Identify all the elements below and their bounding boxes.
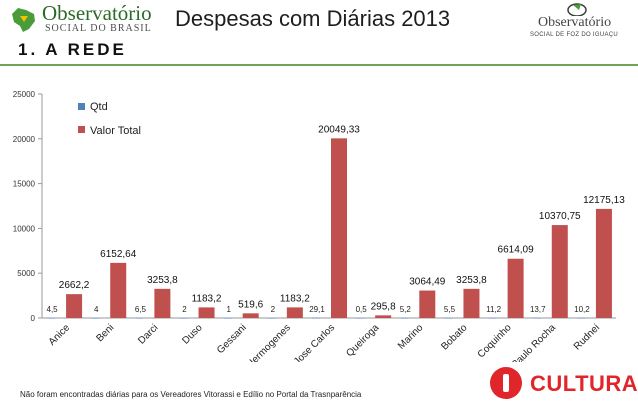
footnote: Não foram encontradas diárias para os Ve… — [20, 390, 362, 399]
qtd-data-label: 6,5 — [135, 305, 147, 314]
x-tick-label: Bobato — [439, 322, 469, 352]
qtd-bar — [179, 317, 188, 319]
y-tick-label: 5000 — [17, 269, 35, 278]
qtd-bar — [444, 317, 453, 319]
valor-total-bar — [331, 138, 347, 318]
valor-total-data-label: 2662,2 — [59, 280, 90, 291]
qtd-bar — [532, 317, 541, 319]
valor-total-data-label: 6614,09 — [498, 245, 535, 256]
qtd-bar — [47, 317, 56, 319]
x-tick-label: Anice — [47, 322, 73, 348]
brazil-map-icon — [12, 8, 35, 32]
valor-total-data-label: 12175,13 — [583, 195, 625, 206]
valor-total-bar — [551, 225, 568, 318]
qtd-bar — [91, 317, 100, 319]
valor-total-data-label: 3253,8 — [147, 275, 178, 286]
legend-label-qtd: Qtd — [90, 101, 108, 113]
x-tick-label: Marino — [396, 322, 426, 352]
cultura-logo: CULTURA — [490, 366, 638, 402]
valor-total-bar — [110, 262, 127, 318]
qtd-data-label: 0,5 — [356, 305, 368, 314]
valor-total-bar — [419, 290, 436, 318]
qtd-bar — [312, 317, 320, 319]
valor-total-data-label: 3064,49 — [409, 277, 446, 288]
x-tick-label: Jose Carlos — [292, 322, 337, 362]
x-tick-label: Hermogenes — [245, 322, 293, 362]
qtd-data-label: 11,2 — [486, 305, 502, 314]
valor-total-bar — [595, 208, 612, 318]
qtd-bar — [267, 317, 276, 319]
x-tick-label: Paulo Rocha — [510, 322, 559, 362]
section-heading: 1. A REDE — [18, 40, 127, 59]
y-tick-label: 10000 — [13, 224, 36, 233]
valor-total-data-label: 519,6 — [238, 299, 263, 310]
valor-total-bar — [463, 288, 480, 318]
y-tick-label: 20000 — [13, 135, 36, 144]
qtd-data-label: 1 — [226, 305, 231, 314]
valor-total-data-label: 20049,33 — [318, 124, 360, 135]
right-logo-sub: SOCIAL DE FOZ DO IGUAÇU — [530, 32, 619, 38]
valor-total-bar — [242, 313, 259, 318]
header-divider — [0, 64, 638, 66]
y-tick-label: 0 — [31, 314, 36, 323]
valor-total-bar — [154, 288, 171, 318]
left-logo-brand: Observatório — [42, 1, 152, 25]
x-tick-label: Coquinho — [476, 322, 514, 360]
valor-total-bar — [286, 307, 303, 318]
page-title: Despesas com Diárias 2013 — [175, 6, 451, 31]
valor-total-bar — [507, 258, 524, 318]
legend-swatch-valor-total — [78, 126, 85, 133]
valor-total-bar — [198, 307, 215, 318]
cultura-text: CULTURA — [530, 371, 638, 396]
observatorio-brasil-logo: Observatório SOCIAL DO BRASIL — [8, 2, 168, 38]
qtd-data-label: 4 — [94, 305, 99, 314]
qtd-data-label: 2 — [271, 305, 276, 314]
globe-icon — [567, 3, 587, 16]
qtd-bar — [576, 317, 585, 319]
qtd-data-label: 2 — [182, 305, 187, 314]
y-tick-label: 25000 — [13, 90, 36, 99]
qtd-data-label: 5,2 — [400, 305, 412, 314]
valor-total-data-label: 295,8 — [371, 301, 396, 312]
valor-total-data-label: 1183,2 — [192, 293, 222, 304]
qtd-data-label: 10,2 — [574, 305, 590, 314]
qtd-data-label: 4,5 — [47, 305, 59, 314]
valor-total-data-label: 10370,75 — [539, 211, 581, 222]
left-logo-sub: SOCIAL DO BRASIL — [45, 23, 152, 34]
valor-total-data-label: 3253,8 — [456, 275, 487, 286]
qtd-data-label: 5,5 — [444, 305, 456, 314]
x-tick-label: Rudnei — [572, 322, 602, 352]
cultura-icon — [490, 367, 522, 399]
qtd-bar — [488, 317, 497, 319]
qtd-bar — [356, 317, 365, 319]
x-tick-label: Gessani — [215, 322, 249, 356]
y-tick-label: 15000 — [13, 180, 36, 189]
valor-total-bar — [66, 294, 83, 318]
qtd-bar — [135, 317, 144, 319]
bar-chart: 0 5000 10000 15000 20000 25000 4,5 2662,2 Anice 4… — [13, 90, 625, 362]
x-tick-label: Darci — [136, 322, 160, 346]
valor-total-data-label: 6152,64 — [100, 249, 137, 260]
qtd-bar — [223, 317, 232, 319]
observatorio-foz-logo: Observatório SOCIAL DE FOZ DO IGUAÇU — [530, 2, 630, 42]
x-tick-label: Queiroga — [344, 322, 381, 359]
qtd-data-label: 13,7 — [530, 305, 546, 314]
legend-label-valor-total: Valor Total — [90, 125, 141, 137]
qtd-data-label: 29,1 — [309, 305, 325, 314]
x-tick-label: Duso — [180, 322, 205, 347]
valor-total-bar — [375, 315, 392, 318]
x-tick-label: Beni — [94, 322, 116, 344]
qtd-bar — [400, 317, 409, 319]
legend-swatch-qtd — [78, 103, 85, 110]
valor-total-data-label: 1183,2 — [280, 293, 310, 304]
right-logo-brand: Observatório — [538, 15, 612, 30]
